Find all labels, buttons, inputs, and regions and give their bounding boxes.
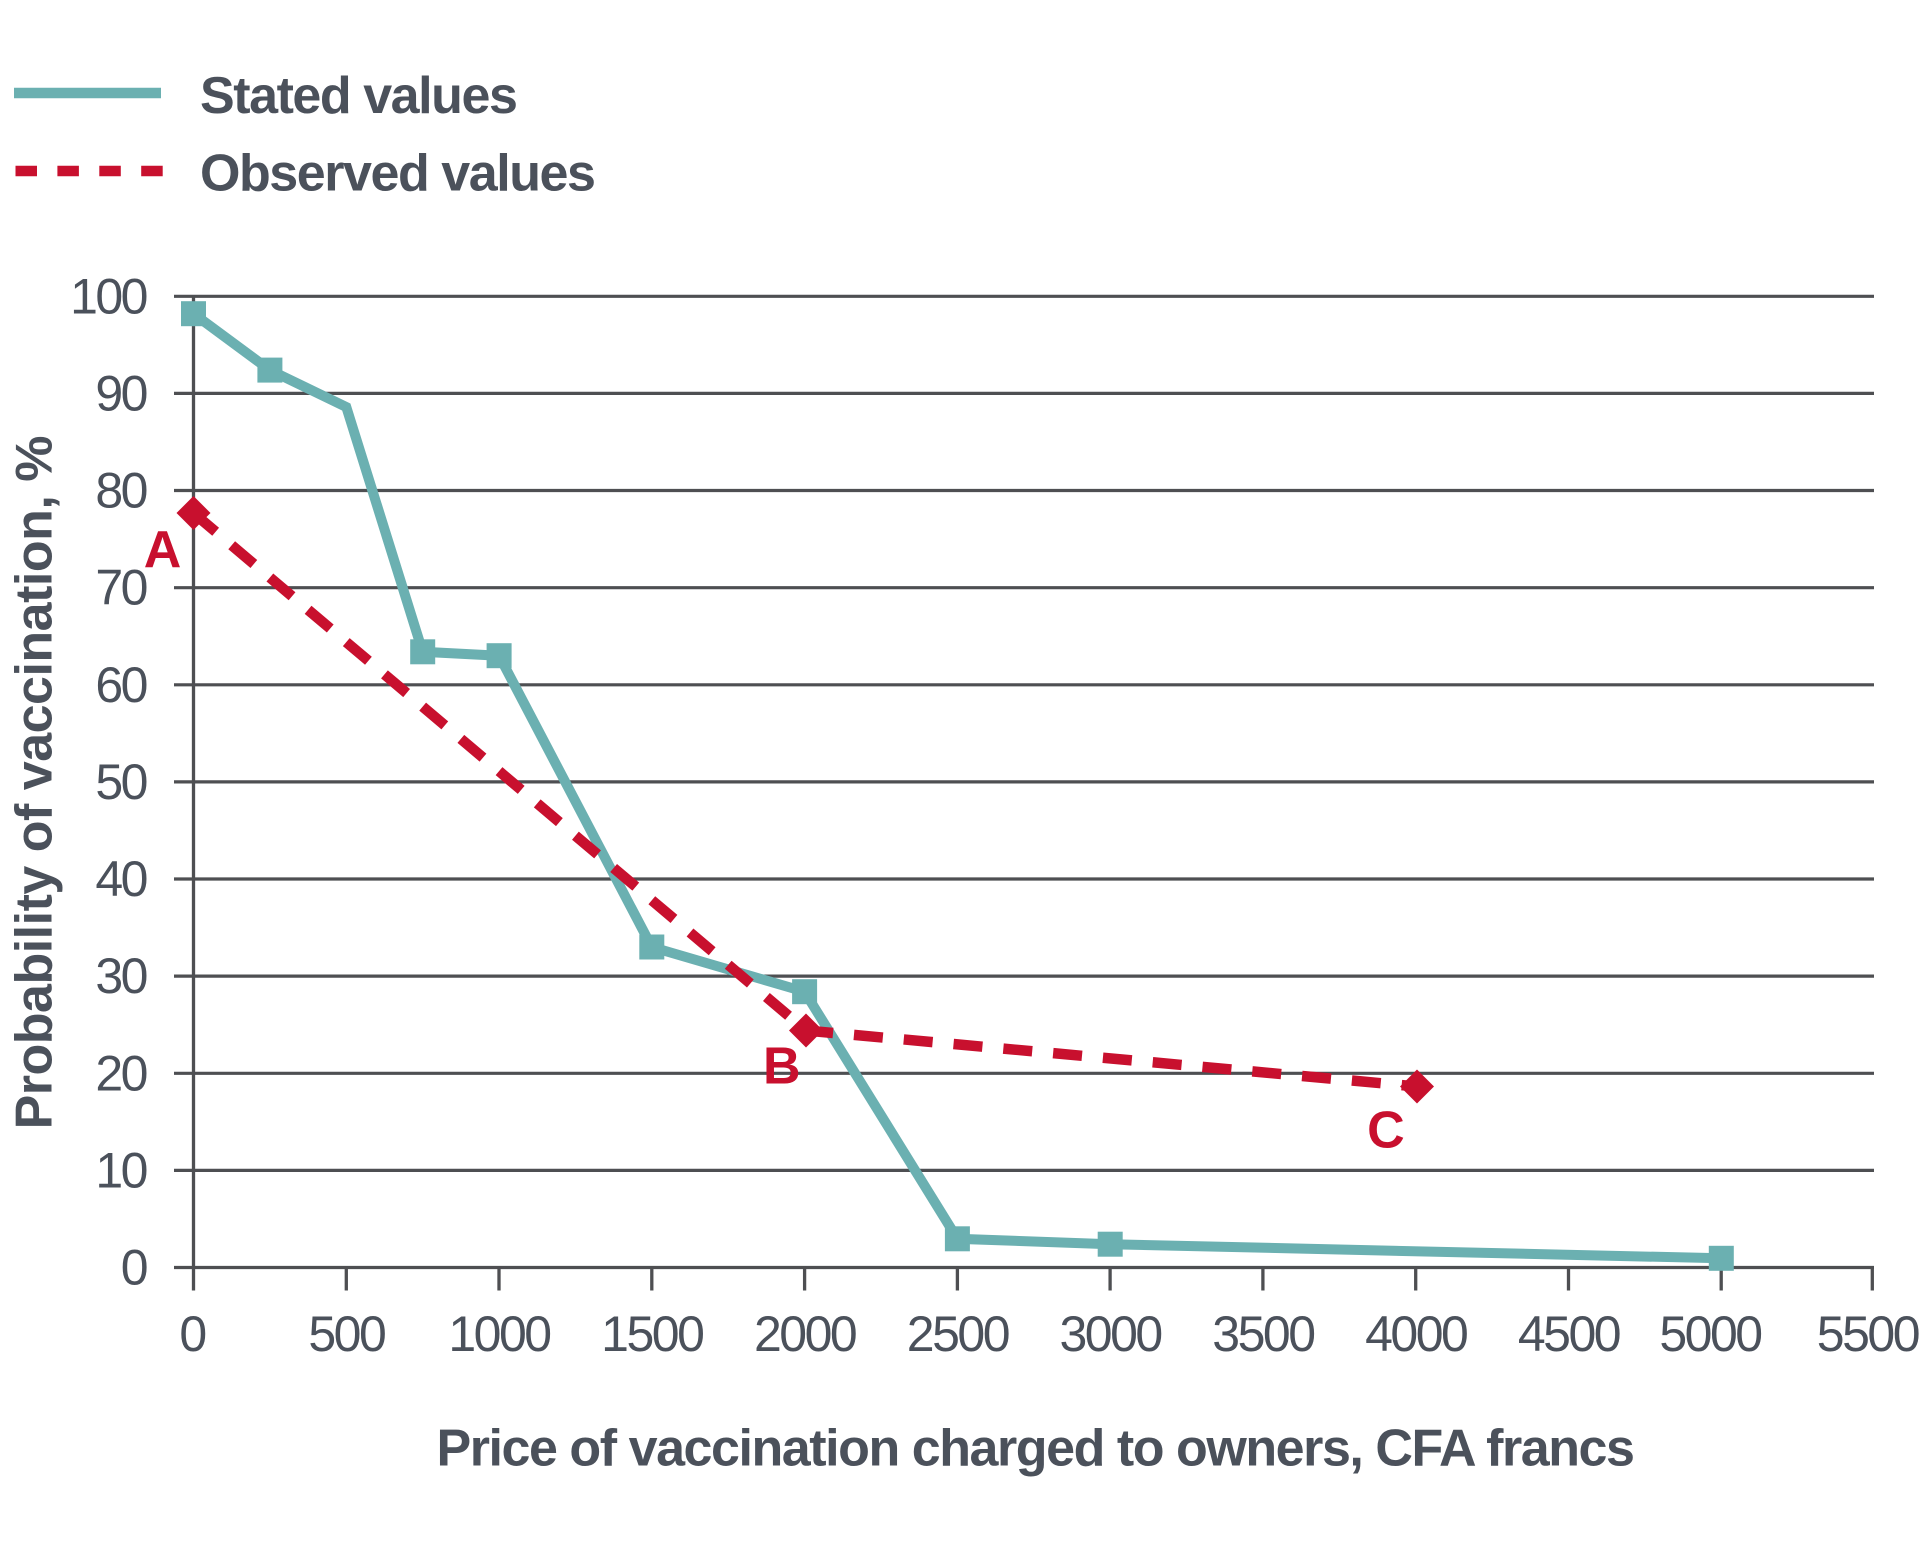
- svg-text:40: 40: [95, 851, 146, 907]
- svg-text:500: 500: [308, 1306, 385, 1362]
- svg-text:4500: 4500: [1518, 1306, 1620, 1362]
- svg-text:1500: 1500: [601, 1306, 703, 1362]
- svg-text:50: 50: [95, 754, 146, 810]
- svg-text:90: 90: [95, 365, 146, 421]
- svg-text:30: 30: [95, 948, 146, 1004]
- svg-text:Observed values: Observed values: [200, 145, 594, 203]
- svg-text:10: 10: [95, 1142, 146, 1198]
- svg-text:3500: 3500: [1212, 1306, 1314, 1362]
- svg-text:C: C: [1367, 1102, 1405, 1160]
- svg-text:5000: 5000: [1659, 1306, 1761, 1362]
- svg-text:0: 0: [121, 1240, 147, 1296]
- svg-text:5500: 5500: [1817, 1306, 1919, 1362]
- svg-text:4000: 4000: [1365, 1306, 1467, 1362]
- svg-text:1000: 1000: [448, 1306, 550, 1362]
- svg-text:2500: 2500: [907, 1306, 1009, 1362]
- svg-text:3000: 3000: [1059, 1306, 1161, 1362]
- svg-text:20: 20: [95, 1045, 146, 1101]
- svg-text:Probability of vaccination, %: Probability of vaccination, %: [5, 436, 63, 1129]
- svg-text:70: 70: [95, 560, 146, 616]
- svg-text:100: 100: [70, 268, 147, 324]
- svg-text:60: 60: [95, 657, 146, 713]
- svg-text:2000: 2000: [754, 1306, 856, 1362]
- svg-text:Stated values: Stated values: [200, 67, 516, 125]
- svg-text:0: 0: [179, 1306, 205, 1362]
- svg-text:A: A: [144, 521, 182, 579]
- svg-text:Price of vaccination charged t: Price of vaccination charged to owners, …: [436, 1420, 1633, 1478]
- svg-text:B: B: [763, 1038, 801, 1096]
- svg-text:80: 80: [95, 463, 146, 519]
